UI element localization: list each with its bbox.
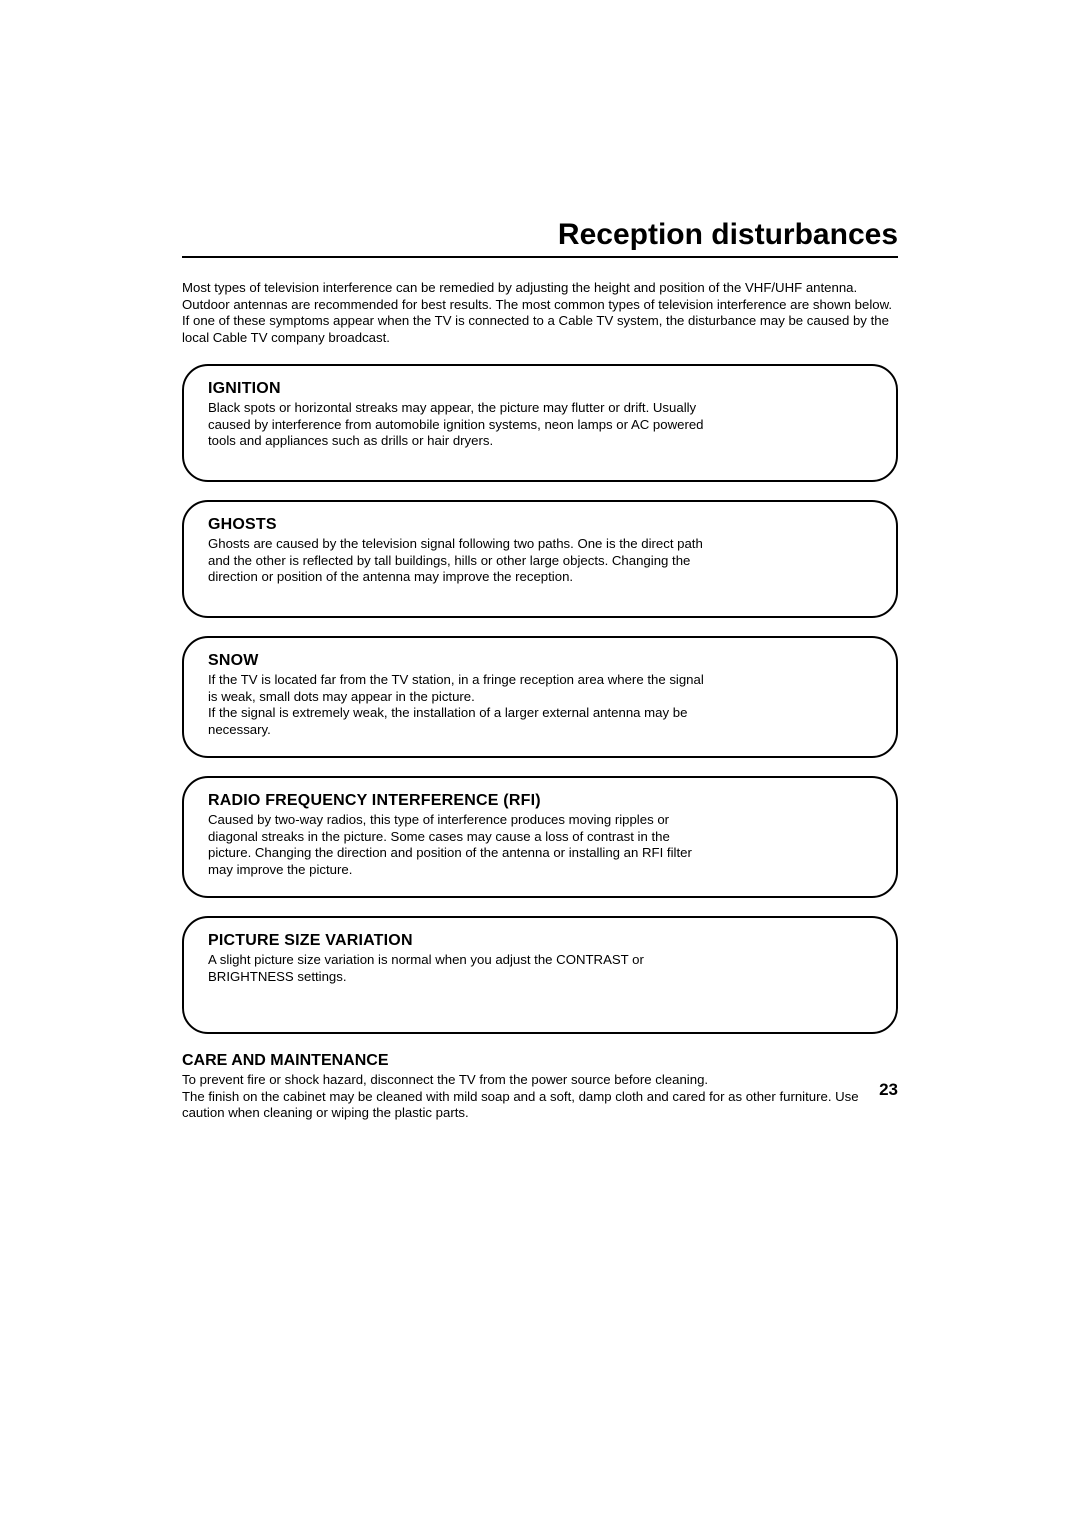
section-heading: PICTURE SIZE VARIATION [208,932,872,950]
section-body: Ghosts are caused by the television sign… [208,536,708,586]
footer-section: CARE AND MAINTENANCE To prevent fire or … [182,1052,898,1122]
section-body: Caused by two-way radios, this type of i… [208,812,708,878]
section-body: A slight picture size variation is norma… [208,952,708,985]
section-rfi: RADIO FREQUENCY INTERFERENCE (RFI) Cause… [182,776,898,898]
page-number: 23 [879,1080,898,1100]
footer-heading: CARE AND MAINTENANCE [182,1052,898,1070]
section-heading: GHOSTS [208,516,872,534]
section-ignition: IGNITION Black spots or horizontal strea… [182,364,898,482]
page-title: Reception disturbances [182,218,898,258]
section-heading: RADIO FREQUENCY INTERFERENCE (RFI) [208,792,872,810]
section-heading: IGNITION [208,380,872,398]
intro-paragraph: Most types of television interference ca… [182,280,898,346]
section-body: Black spots or horizontal streaks may ap… [208,400,708,450]
section-snow: SNOW If the TV is located far from the T… [182,636,898,758]
section-ghosts: GHOSTS Ghosts are caused by the televisi… [182,500,898,618]
document-page: Reception disturbances Most types of tel… [182,218,898,1122]
section-body: If the TV is located far from the TV sta… [208,672,708,738]
footer-body: To prevent fire or shock hazard, disconn… [182,1072,898,1122]
section-heading: SNOW [208,652,872,670]
section-picture-size: PICTURE SIZE VARIATION A slight picture … [182,916,898,1034]
